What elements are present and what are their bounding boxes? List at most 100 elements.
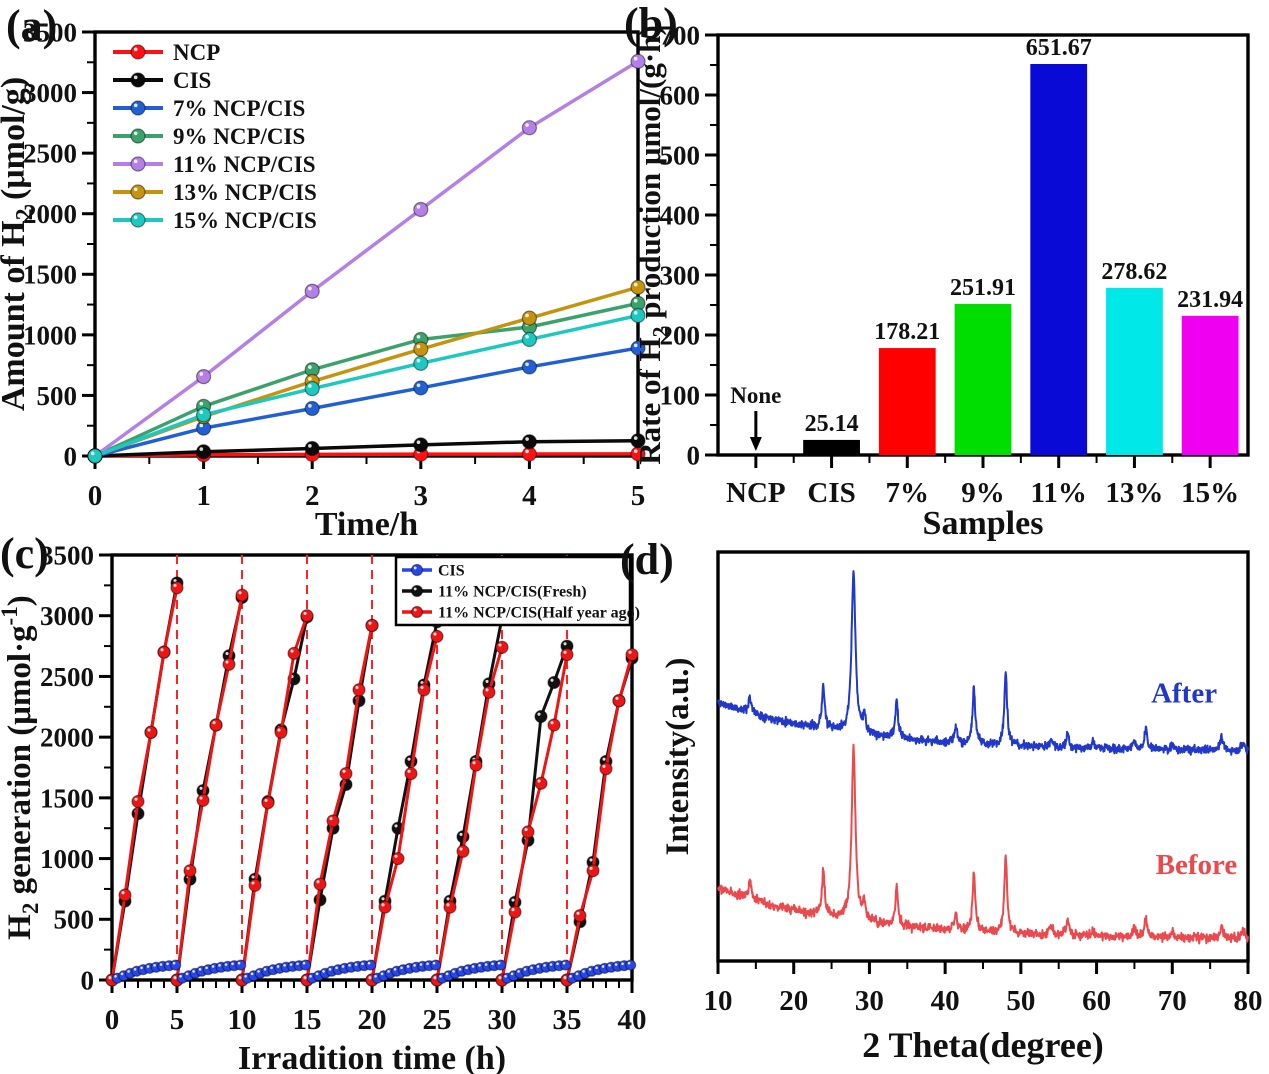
bar-15% [1181,315,1239,455]
svg-text:2000: 2000 [40,723,94,753]
bar-9% [954,303,1012,455]
svg-text:100: 100 [660,380,701,410]
svg-text:H2 generation (μmol·g-1): H2 generation (μmol·g-1) [0,595,43,940]
svg-text:13% NCP/CIS: 13% NCP/CIS [173,180,317,205]
svg-text:300: 300 [660,260,701,290]
panel-a-label: (a) [6,1,58,50]
svg-text:0: 0 [64,441,78,471]
svg-text:10: 10 [228,1004,257,1036]
svg-text:30: 30 [855,985,884,1017]
svg-text:20: 20 [779,985,808,1017]
svg-text:400: 400 [660,200,701,230]
panel-d-plot: 10 20 30 40 50 60 70 80 2 Theta(degree) Intensity… [660,550,1263,1065]
svg-text:1: 1 [196,480,211,512]
svg-text:15% NCP/CIS: 15% NCP/CIS [173,208,317,233]
svg-text:700: 700 [660,20,701,50]
svg-text:600: 600 [660,80,701,110]
svg-text:3000: 3000 [40,601,94,631]
svg-text:Samples: Samples [923,505,1044,542]
svg-text:0: 0 [687,440,701,470]
bar-CIS [803,439,860,455]
panel-c-label: (c) [0,529,49,578]
svg-text:231.94: 231.94 [1177,287,1243,313]
svg-text:10: 10 [704,985,733,1017]
svg-text:Time/h: Time/h [315,506,418,543]
svg-text:5: 5 [631,480,646,512]
svg-text:20: 20 [358,1004,387,1036]
svg-text:3500: 3500 [40,540,94,570]
svg-text:NCP: NCP [726,477,786,509]
svg-text:Irradition time (h): Irradition time (h) [238,1040,506,1074]
trace-label-After: After [1151,678,1217,710]
svg-text:178.21: 178.21 [874,319,940,345]
svg-text:15%: 15% [1181,477,1239,509]
svg-text:1500: 1500 [23,260,77,290]
xrd-trace-After [717,570,1249,756]
down-arrow-icon [749,437,762,451]
svg-text:1000: 1000 [23,320,77,350]
svg-text:2500: 2500 [40,662,94,692]
svg-text:70: 70 [1158,985,1187,1017]
panel-d-label: (d) [620,535,674,584]
svg-text:1000: 1000 [40,844,94,874]
svg-text:2500: 2500 [23,139,77,169]
svg-text:4: 4 [522,480,537,512]
bar-7% [878,348,936,455]
svg-text:30: 30 [488,1004,517,1036]
series-CIS [87,433,646,464]
svg-text:278.62: 278.62 [1101,259,1167,285]
svg-text:NCP: NCP [173,40,220,65]
svg-text:500: 500 [660,140,701,170]
xrd-trace-Before [717,743,1249,945]
svg-text:60: 60 [1082,985,1111,1017]
svg-text:25.14: 25.14 [805,411,859,437]
svg-text:3500: 3500 [23,17,77,47]
svg-text:35: 35 [553,1004,582,1036]
svg-text:2000: 2000 [23,199,77,229]
svg-text:7% NCP/CIS: 7% NCP/CIS [173,96,305,121]
bar-11% [1030,63,1088,456]
series-CIS [111,959,637,984]
svg-text:CIS: CIS [438,563,465,580]
svg-text:500: 500 [54,905,95,935]
svg-text:Rate of H2 production μmol/(g·: Rate of H2 production μmol/(g·h) [632,25,672,464]
svg-text:651.67: 651.67 [1026,35,1092,61]
bar-13% [1106,287,1163,455]
svg-text:3: 3 [414,480,429,512]
none-annotation: None [730,383,781,408]
svg-text:50: 50 [1006,985,1035,1017]
svg-text:7%: 7% [886,477,930,509]
svg-text:80: 80 [1234,985,1263,1017]
svg-text:Intensity(a.u.): Intensity(a.u.) [660,657,696,855]
svg-text:9% NCP/CIS: 9% NCP/CIS [173,124,305,149]
panel-a-plot: 0 1 2 3 4 5 Time/h 0 500 1000 1500 2000 2500 3000 3500… [0,17,646,543]
svg-text:Amount of H2 (μmol/g): Amount of H2 (μmol/g) [0,77,38,411]
svg-text:13%: 13% [1105,477,1163,509]
svg-text:0: 0 [81,965,95,995]
svg-text:11% NCP/CIS: 11% NCP/CIS [173,152,316,177]
svg-text:200: 200 [660,320,701,350]
svg-text:CIS: CIS [173,68,211,93]
svg-text:25: 25 [423,1004,452,1036]
svg-text:11% NCP/CIS(Half year ago): 11% NCP/CIS(Half year ago) [438,605,640,622]
legend: CIS 11% NCP/CIS(Fresh) 11% NCP/CIS(Half ye… [394,555,640,627]
svg-text:2: 2 [305,480,320,512]
svg-text:CIS: CIS [807,477,855,509]
svg-text:9%: 9% [961,477,1005,509]
svg-text:5: 5 [170,1004,185,1036]
svg-text:15: 15 [293,1004,322,1036]
svg-text:251.91: 251.91 [950,275,1016,301]
panel-c-plot: 0 5 10 15 20 25 30 35 40 Irradition time (h) 0 500 1… [0,540,647,1074]
panel-b-label: (b) [624,0,678,48]
svg-text:3000: 3000 [23,78,77,108]
series-11% NCP/CIS [87,53,646,464]
svg-text:11%: 11% [1031,477,1087,509]
series-15% NCP/CIS [87,307,646,464]
series-11% NCP/CIS(Half year ago) [105,581,639,987]
legend: NCP CIS 7% NCP/CIS 9% NCP/CIS 11% NCP/CIS 13%… [113,40,317,233]
series-7% NCP/CIS [87,340,646,464]
svg-text:1500: 1500 [40,783,94,813]
